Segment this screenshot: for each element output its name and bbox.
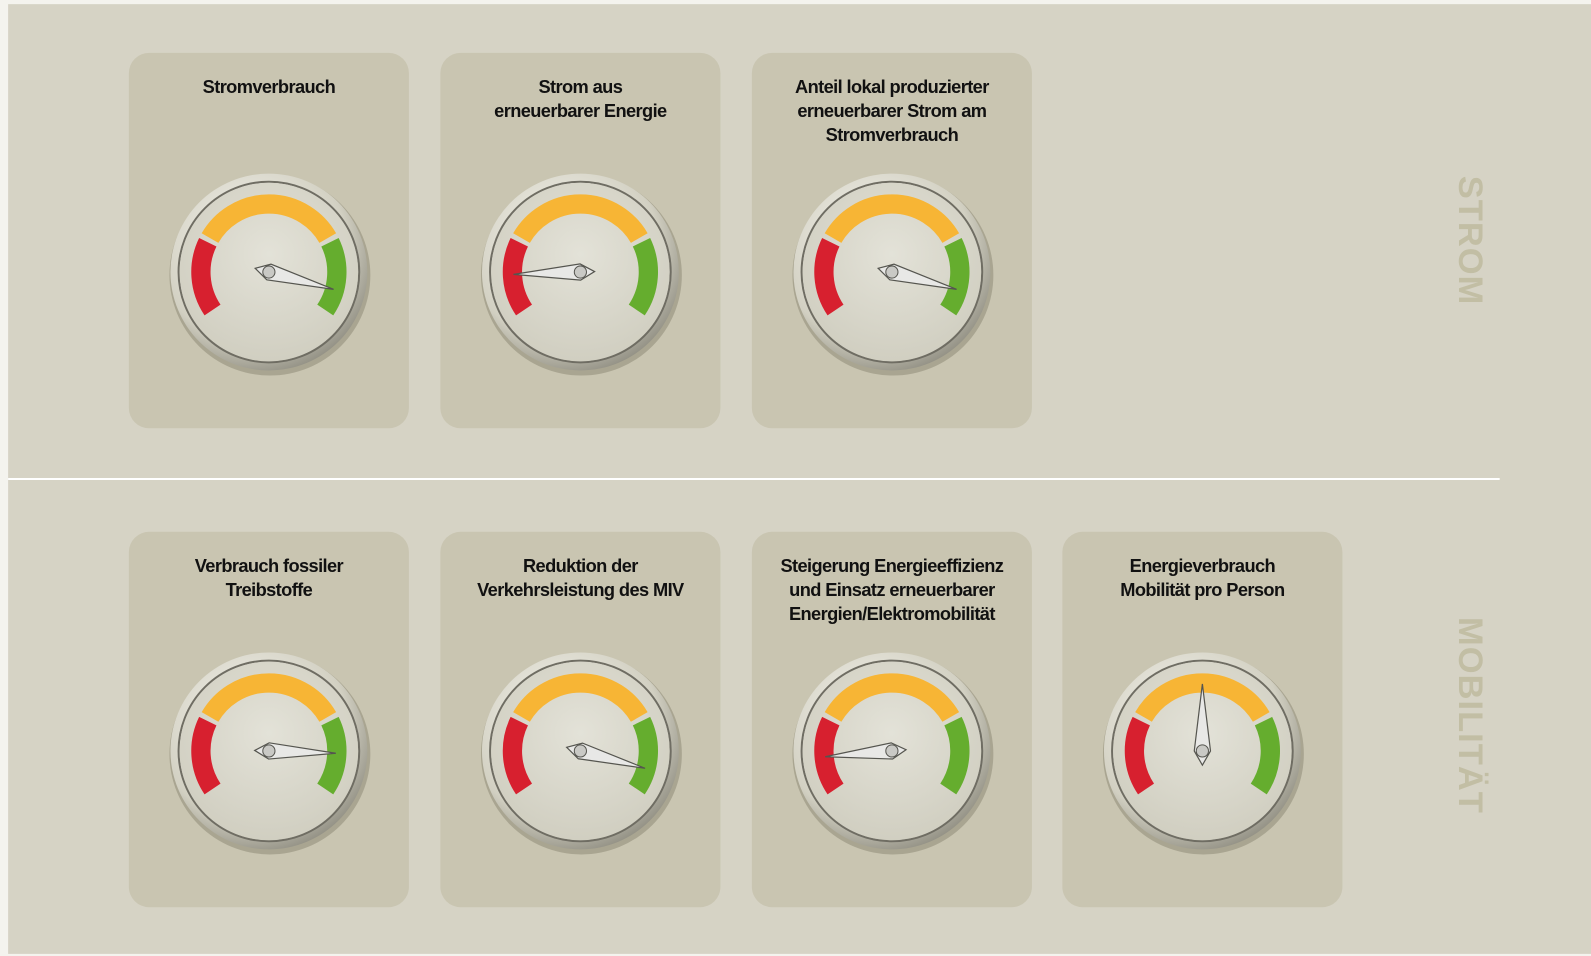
needle-hub — [573, 744, 587, 758]
gauge-zone — [940, 237, 970, 316]
gauge-card: Verbrauch fossiler Treibstoffe — [128, 531, 409, 908]
section-label: STROM — [1451, 176, 1489, 306]
gauge-zone — [513, 194, 648, 244]
gauge-rim — [177, 180, 361, 364]
gauge-title: Energieverbrauch — [1130, 555, 1276, 576]
gauge-zone — [1135, 673, 1270, 723]
gauge-zone — [191, 716, 221, 795]
gauge-zone — [628, 716, 658, 795]
gauge-zone — [502, 716, 533, 795]
gauge-rim — [1111, 659, 1294, 843]
gauge-title: Energien/Elektromobilität — [789, 603, 995, 624]
gauge-rim — [489, 659, 672, 843]
gauge-title: Treibstoffe — [226, 579, 313, 600]
gauge-title: Strom aus — [538, 76, 622, 97]
gauge-zone — [628, 237, 658, 316]
gauge-zone — [191, 237, 221, 316]
gauge-title: Anteil lokal produzierter — [795, 76, 989, 97]
gauge-card: Stromverbrauch — [128, 52, 409, 429]
gauge-title: erneuerbarer Energie — [494, 100, 667, 121]
gauge-title: Verkehrsleistung des MIV — [477, 579, 685, 600]
gauge-card: Anteil lokal produzierter erneuerbarer St… — [751, 52, 1032, 429]
gauge-zone — [814, 716, 844, 795]
needle-hub — [1195, 744, 1209, 758]
gauge-title: Mobilität pro Person — [1120, 579, 1285, 600]
gauge-title: und Einsatz erneuerbarer — [789, 579, 995, 600]
gauge-zone — [317, 237, 347, 316]
needle — [253, 742, 336, 760]
gauge-rim — [800, 659, 984, 843]
gauge-zone — [317, 716, 347, 795]
gauge-zone — [1250, 716, 1280, 795]
gauge-title: Verbrauch fossiler — [195, 555, 344, 576]
gauge-zone — [940, 716, 970, 795]
gauge-title: Steigerung Energieeffizienz — [780, 555, 1003, 576]
gauge-zone — [824, 673, 960, 723]
gauge-zone — [201, 194, 337, 244]
needle-hub — [262, 265, 276, 279]
gauge-rim — [800, 180, 984, 364]
gauge-card: Steigerung Energieeffizienz und Einsatz e… — [751, 531, 1032, 908]
gauge-title: Stromverbrauch — [826, 124, 959, 145]
gauge-title: Stromverbrauch — [203, 76, 336, 97]
gauge-zone — [814, 237, 844, 316]
gauge-zone — [824, 194, 960, 244]
gauge-zone — [502, 237, 533, 316]
section-label: MOBILITÄT — [1451, 617, 1489, 814]
gauge-card: Reduktion der Verkehrsleistung des MIV — [440, 531, 721, 908]
needle-hub — [262, 744, 276, 758]
gauge-card: Strom aus erneuerbarer Energie — [440, 52, 721, 429]
gauge-zone — [1124, 716, 1155, 795]
gauge-title: erneuerbarer Strom am — [797, 100, 986, 121]
needle — [1193, 683, 1212, 767]
gauge-card: Energieverbrauch Mobilität pro Person — [1062, 531, 1343, 908]
gauge-zone — [201, 673, 337, 723]
needle — [513, 263, 596, 281]
needle-hub — [885, 265, 899, 279]
gauge-zone — [513, 673, 648, 723]
needle-hub — [885, 744, 899, 758]
gauge-rim — [489, 180, 672, 364]
needle-hub — [573, 265, 587, 279]
needle — [825, 742, 908, 760]
gauge-rim — [177, 659, 361, 843]
gauge-title: Reduktion der — [523, 555, 638, 576]
